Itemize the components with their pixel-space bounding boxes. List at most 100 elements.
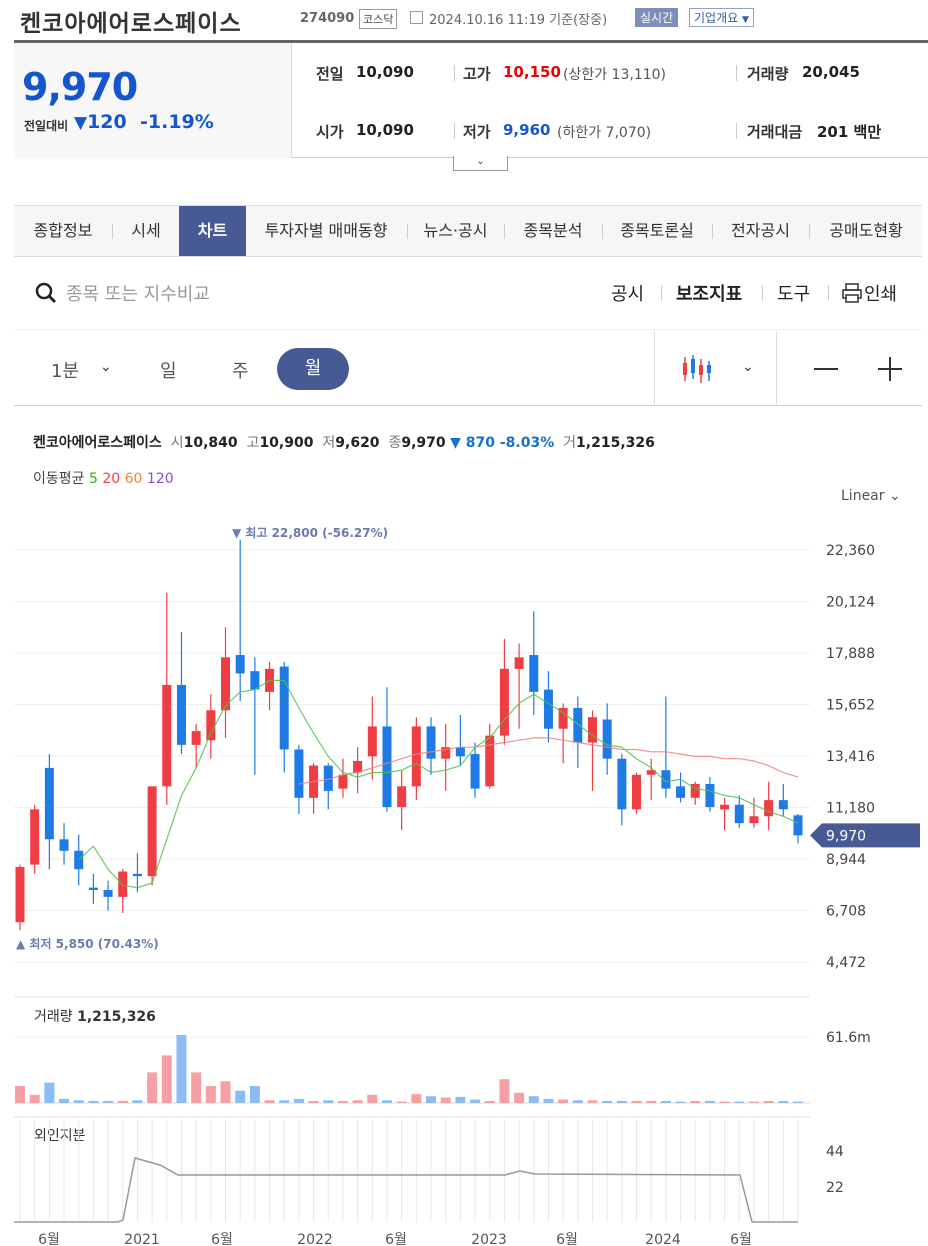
volume-bar bbox=[396, 1101, 407, 1103]
company-info-dropdown[interactable]: 기업개요 ▼ bbox=[689, 8, 754, 27]
volume-bar bbox=[132, 1100, 143, 1103]
moving-average-legend[interactable]: 이동평균 5 20 60 120 bbox=[33, 468, 174, 488]
candle-body bbox=[720, 804, 730, 810]
tab-investors[interactable]: 투자자별 매매동향 bbox=[264, 221, 388, 240]
ma60-label: 60 bbox=[124, 471, 143, 487]
candle-body bbox=[132, 873, 142, 877]
volume-value: 20,045 bbox=[802, 63, 860, 81]
candle-body bbox=[30, 809, 40, 865]
divider bbox=[654, 331, 655, 406]
candle-body bbox=[221, 657, 231, 711]
print-icon[interactable] bbox=[842, 283, 862, 303]
disclosure-button[interactable]: 공시 bbox=[611, 284, 645, 305]
tab-chart[interactable]: 차트 bbox=[179, 206, 246, 256]
divider bbox=[736, 123, 737, 139]
legend-open: 10,840 bbox=[183, 435, 238, 451]
chevron-down-icon[interactable]: ⌄ bbox=[742, 359, 754, 375]
volume-bar bbox=[308, 1100, 319, 1103]
tab-analysis[interactable]: 종목분석 bbox=[523, 221, 583, 240]
tab-divider bbox=[112, 224, 113, 239]
candle-body bbox=[455, 747, 465, 757]
volume-bar bbox=[161, 1055, 172, 1103]
candle-body bbox=[690, 784, 700, 798]
volume-bar bbox=[293, 1098, 304, 1103]
candlestick-type-icon[interactable] bbox=[681, 353, 713, 385]
search-icon[interactable] bbox=[35, 282, 57, 304]
period-week[interactable]: 주 bbox=[232, 361, 249, 382]
tab-forum[interactable]: 종목토론실 bbox=[620, 221, 694, 240]
tab-disclosure[interactable]: 전자공시 bbox=[731, 221, 790, 240]
candle-body bbox=[367, 726, 377, 757]
volume-bar bbox=[337, 1100, 348, 1103]
open-value: 10,090 bbox=[356, 121, 414, 139]
volume-bar bbox=[147, 1072, 158, 1103]
candle-body bbox=[573, 708, 583, 743]
volume-bar bbox=[514, 1092, 525, 1103]
quote-date: 2024.10.16 11:19 기준(장중) bbox=[429, 13, 608, 28]
chevron-down-icon[interactable]: ⌄ bbox=[100, 359, 112, 375]
indicators-button[interactable]: 보조지표 bbox=[676, 284, 743, 305]
stock-header: 켄코아에어로스페이스 274090 코스닥 2024.10.16 11:19 기… bbox=[0, 0, 928, 40]
divider bbox=[828, 285, 829, 300]
volume-bar bbox=[543, 1098, 554, 1103]
quote-panel: 9,970 전일대비 ▼120 -1.19% 전일 10,090 시가 10,0… bbox=[14, 43, 928, 158]
scale-dropdown[interactable]: Linear ⌄ bbox=[841, 488, 901, 504]
volume-bar bbox=[59, 1098, 70, 1103]
volume-bar bbox=[484, 1100, 495, 1103]
lower-limit: (하한가 7,070) bbox=[557, 125, 652, 141]
period-day[interactable]: 일 bbox=[160, 361, 177, 382]
period-month[interactable]: 월 bbox=[277, 348, 349, 390]
ma20-line bbox=[298, 737, 799, 785]
volume-bar bbox=[44, 1082, 55, 1103]
candle-body bbox=[411, 726, 421, 787]
ma120-label: 120 bbox=[146, 471, 174, 487]
ma5-line bbox=[78, 679, 799, 889]
candle-body bbox=[764, 800, 774, 817]
candle-body bbox=[793, 815, 803, 836]
volume-bar bbox=[88, 1100, 99, 1103]
y-tick-label: 11,180 bbox=[826, 801, 875, 817]
x-tick-label: 2022 bbox=[297, 1232, 333, 1246]
divider bbox=[776, 331, 777, 406]
volume-bar bbox=[205, 1086, 216, 1103]
tab-short-selling[interactable]: 공매도현황 bbox=[829, 221, 903, 240]
tab-summary[interactable]: 종합정보 bbox=[33, 221, 93, 240]
compare-search-input[interactable]: 종목 또는 지수비교 bbox=[66, 284, 210, 305]
period-selector: 1분 ⌄ 일 주 월 ⌄ bbox=[14, 331, 922, 406]
y-tick-label: 4,472 bbox=[826, 955, 866, 971]
tab-quotes[interactable]: 시세 bbox=[131, 221, 161, 240]
down-triangle-icon: ▼ bbox=[74, 113, 88, 133]
volume-bar bbox=[719, 1101, 730, 1103]
calendar-icon bbox=[410, 11, 423, 24]
x-tick-label: 6월 bbox=[211, 1232, 233, 1246]
print-button[interactable]: 인쇄 bbox=[864, 284, 898, 305]
expand-button[interactable]: ⌄ bbox=[453, 156, 508, 171]
volume-bar bbox=[73, 1100, 84, 1103]
volume-bar bbox=[411, 1094, 422, 1103]
candle-body bbox=[778, 800, 788, 810]
open-label: 시가 bbox=[316, 123, 344, 141]
period-minute-dropdown[interactable]: 1분 bbox=[51, 361, 80, 382]
ma20-label: 20 bbox=[102, 471, 121, 487]
ohlc-legend: 켄코아에어로스페이스 시10,840 고10,900 저9,620 종9,970… bbox=[33, 432, 655, 452]
zoom-in-icon[interactable] bbox=[878, 357, 902, 381]
candle-body bbox=[543, 689, 553, 729]
candle-body bbox=[147, 786, 157, 877]
tools-button[interactable]: 도구 bbox=[777, 284, 811, 305]
legend-close-label: 종 bbox=[388, 435, 402, 451]
volume-bar bbox=[470, 1099, 481, 1103]
candle-body bbox=[59, 839, 69, 851]
candle-body bbox=[294, 749, 304, 798]
price-chart[interactable]: 22,360 20,124 17,888 15,652 13,416 11,180 8,94… bbox=[0, 500, 928, 1246]
candle-body bbox=[397, 786, 407, 808]
realtime-badge[interactable]: 실시간 bbox=[635, 8, 679, 27]
tab-news[interactable]: 뉴스·공시 bbox=[423, 221, 488, 240]
candle-body bbox=[279, 666, 289, 750]
candle-body bbox=[617, 758, 627, 810]
zoom-out-icon[interactable] bbox=[814, 368, 838, 370]
volume-bar bbox=[440, 1097, 451, 1103]
candle-body bbox=[235, 655, 245, 674]
volume-bar bbox=[103, 1100, 114, 1103]
candle-body bbox=[162, 684, 172, 787]
candle-body bbox=[426, 726, 436, 759]
